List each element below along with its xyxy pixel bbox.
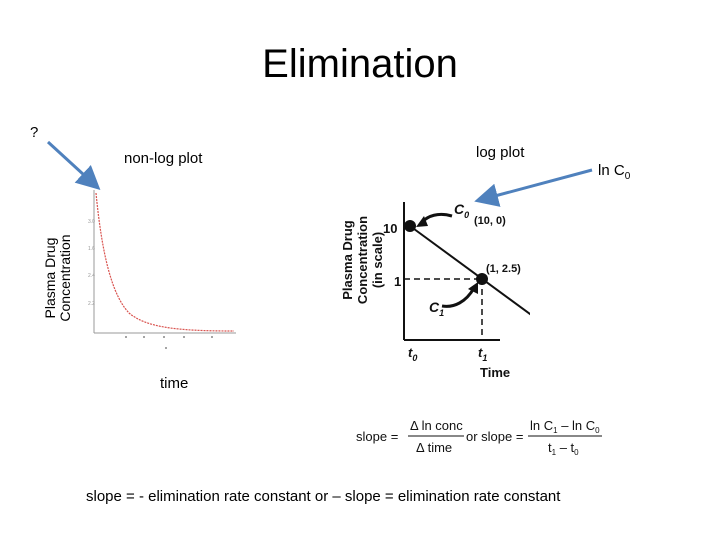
- svg-text:10: 10: [383, 221, 397, 236]
- time-axis-label: time: [160, 375, 189, 392]
- svg-text:ln C1 – ln C0: ln C1 – ln C0: [530, 418, 600, 435]
- svg-text:1.6: 1.6: [88, 246, 95, 252]
- svg-text:(in scale): (in scale): [370, 232, 385, 288]
- svg-text:t1 – t0: t1 – t0: [548, 440, 579, 457]
- bottom-slope-text: slope = - elimination rate constant or –…: [86, 488, 561, 505]
- svg-text:t0: t0: [408, 345, 417, 363]
- svg-text:1: 1: [394, 274, 401, 289]
- slope-formula: slope = Δ ln conc Δ time or slope = ln C…: [356, 418, 602, 457]
- point-c0: [404, 220, 416, 232]
- log-plot-ylabel: Plasma Drug Concentration (in scale): [340, 216, 385, 304]
- svg-text:C1: C1: [429, 299, 444, 318]
- nonlog-plot: 3.0 1.6 2.4 2.2: [88, 190, 236, 349]
- exponential-decay-curve: [95, 192, 235, 332]
- point-c1: [476, 273, 488, 285]
- svg-text:C0: C0: [454, 201, 469, 220]
- log-plot-label: log plot: [476, 144, 525, 161]
- svg-text:slope =: slope =: [356, 429, 398, 444]
- log-plot-decay-line: [409, 225, 530, 316]
- svg-text:Concentration: Concentration: [355, 216, 370, 304]
- svg-text:t1: t1: [478, 345, 487, 363]
- svg-text:or slope =: or slope =: [466, 429, 523, 444]
- svg-text:Time: Time: [480, 365, 510, 380]
- arrow-to-log-c0: [474, 168, 593, 207]
- ln-c0-label: ln C0: [598, 162, 631, 182]
- svg-text:Δ time: Δ time: [416, 440, 452, 455]
- question-mark: ?: [30, 124, 39, 141]
- svg-text:Δ ln conc: Δ ln conc: [410, 418, 463, 433]
- svg-text:2.2: 2.2: [88, 301, 95, 307]
- slide-title: Elimination: [262, 42, 458, 86]
- log-plot: Plasma Drug Concentration (in scale) 10 …: [340, 201, 530, 380]
- svg-text:3.0: 3.0: [88, 219, 95, 225]
- svg-text:2.4: 2.4: [88, 273, 95, 279]
- arrow-to-nonlog-peak: [46, 140, 101, 191]
- svg-text:(1, 2.5): (1, 2.5): [486, 263, 521, 275]
- svg-text:(10, 0): (10, 0): [474, 215, 506, 227]
- svg-text:Plasma Drug: Plasma Drug: [340, 220, 355, 300]
- nonlog-plot-label: non-log plot: [124, 150, 203, 167]
